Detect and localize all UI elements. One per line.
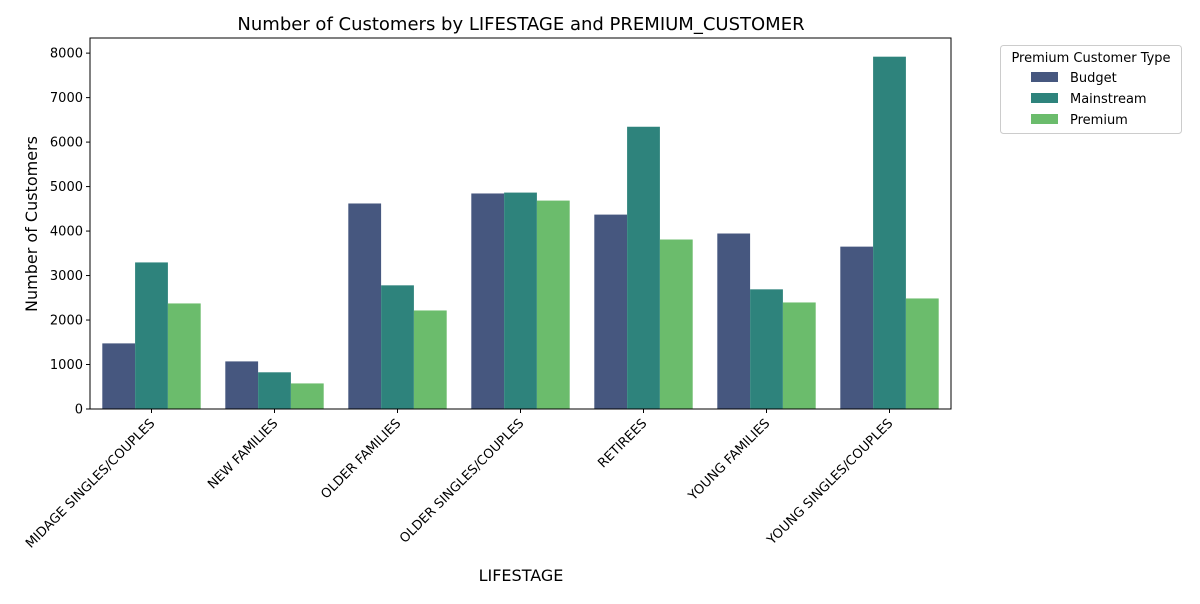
y-axis-label: Number of Customers <box>22 136 41 312</box>
bar-mainstream-6 <box>873 56 906 410</box>
x-tick-label: YOUNG FAMILIES <box>685 416 773 504</box>
x-tick-label: MIDAGE SINGLES/COUPLES <box>23 416 158 551</box>
legend-box <box>1000 45 1182 134</box>
legend-label-premium: Premium <box>1070 113 1128 128</box>
bar-mainstream-0 <box>135 262 168 409</box>
x-axis-label: LIFESTAGE <box>479 566 564 585</box>
legend: Premium Customer Type Budget Mainstream Pr… <box>1000 45 1182 134</box>
y-tick-label: 8000 <box>50 47 83 62</box>
bar-mainstream-3 <box>504 192 537 409</box>
bar-mainstream-5 <box>750 289 783 409</box>
bar-premium-4 <box>659 239 693 409</box>
legend-title: Premium Customer Type <box>1011 51 1170 66</box>
x-tick-label: RETIREES <box>595 416 650 471</box>
x-tick-label: NEW FAMILIES <box>205 416 281 492</box>
y-tick-label: 0 <box>75 403 83 418</box>
y-tick-label: 7000 <box>50 91 83 106</box>
legend-label-budget: Budget <box>1070 71 1117 86</box>
x-tick-label: YOUNG SINGLES/COUPLES <box>764 416 896 548</box>
bar-budget-6 <box>840 246 874 409</box>
bar-budget-0 <box>102 343 136 409</box>
chart-title: Number of Customers by LIFESTAGE and PRE… <box>237 14 804 35</box>
x-tick-label: OLDER FAMILIES <box>318 416 404 502</box>
bar-mainstream-1 <box>258 372 291 409</box>
legend-swatch-mainstream <box>1031 93 1058 103</box>
y-tick-label: 1000 <box>50 358 83 373</box>
legend-label-mainstream: Mainstream <box>1070 92 1147 107</box>
bar-premium-2 <box>413 310 447 409</box>
y-tick-label: 2000 <box>50 314 83 329</box>
bar-budget-3 <box>471 193 505 409</box>
bar-premium-3 <box>536 200 570 409</box>
y-tick-label: 6000 <box>50 136 83 151</box>
legend-swatch-premium <box>1031 114 1058 124</box>
y-tick-label: 5000 <box>50 180 83 195</box>
bar-budget-4 <box>594 214 628 409</box>
bar-budget-1 <box>225 361 259 409</box>
bar-mainstream-4 <box>627 126 660 410</box>
plot-frame <box>89 37 952 410</box>
bar-premium-5 <box>782 302 816 409</box>
bar-budget-5 <box>717 233 751 409</box>
x-tick-label: OLDER SINGLES/COUPLES <box>397 416 527 546</box>
bar-premium-1 <box>290 383 324 409</box>
legend-swatch-budget <box>1031 72 1058 82</box>
y-tick-label: 4000 <box>50 225 83 240</box>
bar-premium-0 <box>167 303 201 409</box>
bar-premium-6 <box>905 298 939 409</box>
bar-mainstream-2 <box>381 285 414 409</box>
bar-budget-2 <box>348 203 382 409</box>
y-tick-label: 3000 <box>50 269 83 284</box>
